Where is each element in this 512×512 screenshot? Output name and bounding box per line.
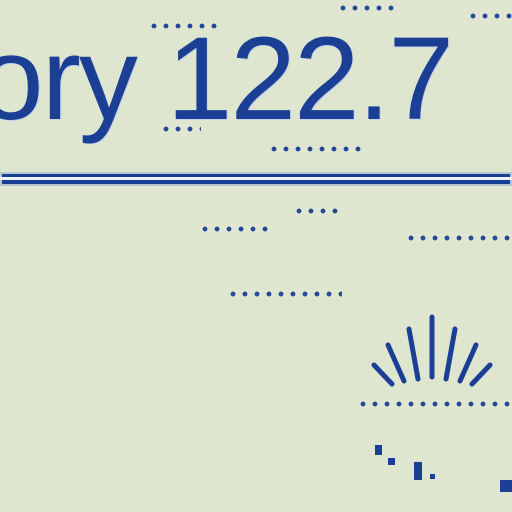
dot-mark-icon: [271, 146, 365, 154]
dot-mark-icon: [296, 208, 338, 216]
dot-mark-icon: [163, 126, 201, 134]
horizontal-divider: [0, 172, 512, 186]
large-display-text: ory 122.7: [0, 13, 454, 145]
dot-mark-icon: [230, 291, 342, 299]
dot-mark-icon: [408, 235, 512, 243]
dot-mark-icon: [470, 13, 512, 21]
dot-mark-icon: [375, 445, 382, 455]
dot-mark-icon: [340, 5, 398, 13]
sunburst-icon: [371, 314, 493, 387]
dot-mark-icon: [430, 474, 435, 479]
dot-mark-icon: [414, 462, 422, 480]
dot-mark-icon: [202, 226, 268, 234]
dot-mark-icon: [360, 401, 510, 409]
dot-mark-icon: [388, 458, 395, 465]
dot-mark-icon: [500, 480, 512, 492]
dot-mark-icon: [151, 23, 221, 31]
